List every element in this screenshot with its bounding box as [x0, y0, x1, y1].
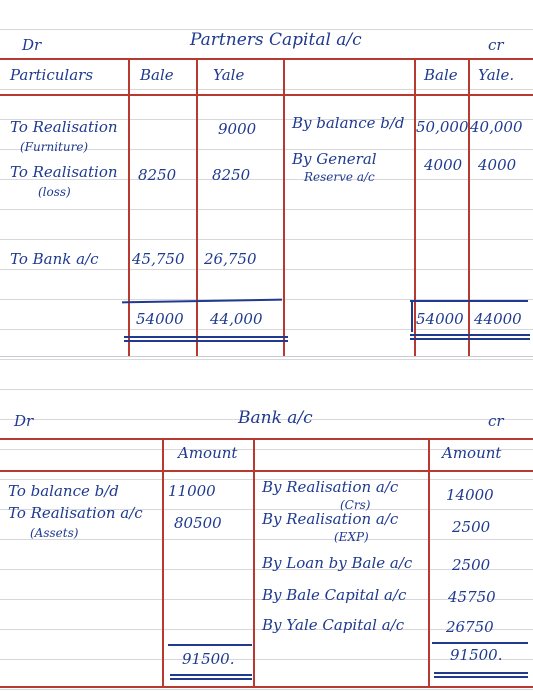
capital-header-yale-right: Yale. [478, 66, 515, 84]
bank-dr-row2-sub: (Assets) [30, 526, 79, 540]
capital-cr-row2-particular: By General [292, 150, 377, 168]
bank-cr-row5-particular: By Yale Capital a/c [262, 616, 405, 634]
bank-header-rule [0, 470, 533, 472]
capital-col-rule-3 [283, 58, 285, 356]
capital-dr-label: Dr [22, 36, 42, 54]
bank-cr-row4-particular: By Bale Capital a/c [262, 586, 407, 604]
bank-dr-row1-particular: To balance b/d [8, 482, 119, 500]
capital-dr-row2-sub: (loss) [38, 185, 71, 199]
bank-bottom-rule [0, 686, 533, 688]
capital-dr-row1-particular: To Realisation [10, 118, 118, 136]
capital-dr-row3-yale: 26,750 [204, 250, 257, 268]
capital-header-rule [0, 94, 533, 96]
bank-dr-row2-amount: 80500 [174, 514, 222, 532]
bank-dr-row1-amount: 11000 [168, 482, 216, 500]
bank-left-total-underline-1 [170, 674, 252, 676]
bank-col-rule-1 [162, 438, 164, 686]
bank-cr-row5-amount: 26750 [446, 618, 494, 636]
capital-dr-total-overline [121, 298, 283, 303]
bank-top-rule [0, 438, 533, 440]
capital-dr-row2-yale: 8250 [212, 166, 251, 184]
bank-col-rule-3 [428, 438, 430, 686]
capital-col-rule-1 [128, 58, 130, 356]
capital-cr-total-box-left [411, 300, 413, 332]
capital-col-rule-2 [196, 58, 198, 356]
bank-left-total: 91500. [182, 650, 235, 668]
capital-col-rule-5 [468, 58, 470, 356]
bank-cr-row2-sub: (EXP) [334, 530, 369, 544]
capital-dr-row1-yale: 9000 [218, 120, 257, 138]
bank-cr-label: cr [488, 412, 504, 430]
bank-right-total-underline-1 [434, 672, 528, 674]
capital-dr-total-underline-1 [124, 336, 288, 338]
bank-cr-row2-particular: By Realisation a/c [262, 510, 399, 528]
capital-cr-row1-particular: By balance b/d [292, 114, 405, 132]
bank-cr-row3-amount: 2500 [452, 556, 491, 574]
capital-dr-row2-particular: To Realisation [10, 163, 118, 181]
capital-cr-total-underline-2 [410, 338, 530, 340]
capital-dr-row1-sub: (Furniture) [20, 140, 89, 154]
capital-header-yale: Yale [213, 66, 245, 84]
bank-cr-row4-amount: 45750 [448, 588, 496, 606]
bank-cr-row1-sub: (Crs) [340, 498, 371, 512]
capital-header-bale-right: Bale [424, 66, 458, 84]
bank-header-amount-left: Amount [178, 444, 238, 462]
capital-header-particulars: Particulars [10, 66, 94, 84]
capital-dr-total-underline-2 [124, 340, 288, 342]
capital-cr-row2-yale: 4000 [478, 156, 517, 174]
bank-dr-label: Dr [14, 412, 34, 430]
capital-dr-total-yale: 44,000 [210, 310, 263, 328]
capital-cr-total-overline [410, 300, 528, 302]
bank-account-title: Bank a/c [238, 408, 313, 428]
capital-account-title: Partners Capital a/c [190, 30, 362, 50]
capital-cr-label: cr [488, 36, 504, 54]
capital-cr-total-underline-1 [410, 334, 530, 336]
capital-cr-total-yale: 44000 [474, 310, 522, 328]
bank-cr-row2-amount: 2500 [452, 518, 491, 536]
bank-left-total-underline-2 [170, 678, 252, 680]
capital-dr-total-bale: 54000 [136, 310, 184, 328]
capital-cr-row1-yale: 40,000 [470, 118, 523, 136]
capital-cr-total-bale: 54000 [416, 310, 464, 328]
bank-cr-row1-particular: By Realisation a/c [262, 478, 399, 496]
capital-cr-row1-bale: 50,000 [416, 118, 469, 136]
capital-dr-row3-particular: To Bank a/c [10, 250, 99, 268]
bank-dr-row2-particular: To Realisation a/c [8, 504, 143, 522]
bank-cr-row1-amount: 14000 [446, 486, 494, 504]
capital-top-rule [0, 58, 533, 60]
bank-left-total-overline [168, 644, 252, 646]
bank-cr-row3-particular: By Loan by Bale a/c [262, 554, 413, 572]
capital-header-bale: Bale [140, 66, 174, 84]
section-divider [0, 356, 533, 357]
capital-cr-row2-sub: Reserve a/c [304, 170, 375, 184]
capital-dr-row2-bale: 8250 [138, 166, 177, 184]
capital-cr-row2-bale: 4000 [424, 156, 463, 174]
capital-col-rule-4 [414, 58, 416, 356]
bank-right-total-underline-2 [434, 676, 528, 678]
bank-right-total-overline [432, 642, 528, 644]
bank-right-total: 91500. [450, 646, 503, 664]
bank-header-amount-right: Amount [442, 444, 502, 462]
capital-dr-row3-bale: 45,750 [132, 250, 185, 268]
bank-col-rule-2 [253, 438, 255, 686]
